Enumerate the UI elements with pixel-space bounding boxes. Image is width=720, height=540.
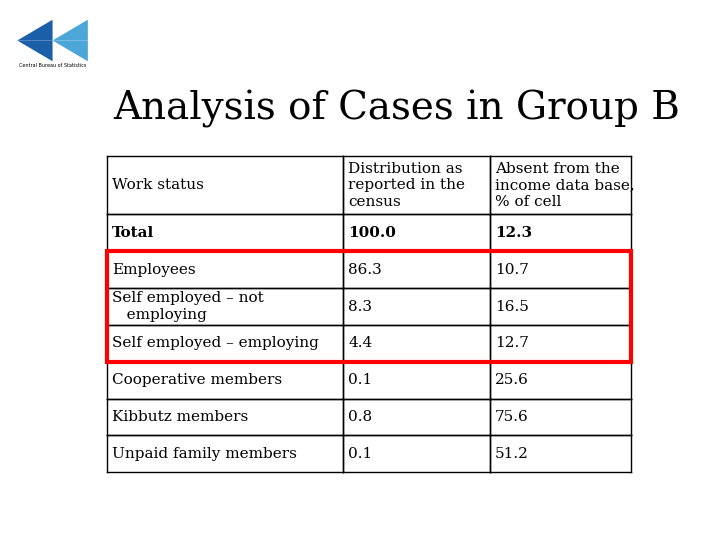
Text: 0.1: 0.1 xyxy=(348,373,373,387)
Text: Unpaid family members: Unpaid family members xyxy=(112,447,297,461)
Text: Total: Total xyxy=(112,226,155,240)
Text: Absent from the
income data base,
% of cell: Absent from the income data base, % of c… xyxy=(495,162,635,208)
Text: Cooperative members: Cooperative members xyxy=(112,373,282,387)
Text: 51.2: 51.2 xyxy=(495,447,529,461)
Text: 16.5: 16.5 xyxy=(495,300,529,314)
Polygon shape xyxy=(53,40,88,61)
Text: 0.1: 0.1 xyxy=(348,447,373,461)
Text: Self employed – not
   employing: Self employed – not employing xyxy=(112,292,264,322)
Text: Analysis of Cases in Group B: Analysis of Cases in Group B xyxy=(114,90,680,128)
Text: 75.6: 75.6 xyxy=(495,410,529,424)
Text: Central Bureau of Statistics: Central Bureau of Statistics xyxy=(19,63,86,68)
Text: Employees: Employees xyxy=(112,263,196,276)
Text: 8.3: 8.3 xyxy=(348,300,372,314)
Text: Kibbutz members: Kibbutz members xyxy=(112,410,248,424)
Text: Work status: Work status xyxy=(112,178,204,192)
Text: 12.7: 12.7 xyxy=(495,336,529,350)
Text: Self employed – employing: Self employed – employing xyxy=(112,336,319,350)
Polygon shape xyxy=(53,19,88,40)
Text: 25.6: 25.6 xyxy=(495,373,529,387)
Text: 12.3: 12.3 xyxy=(495,226,532,240)
Text: 0.8: 0.8 xyxy=(348,410,372,424)
Text: 100.0: 100.0 xyxy=(348,226,396,240)
Text: 4.4: 4.4 xyxy=(348,336,373,350)
Text: Distribution as
reported in the
census: Distribution as reported in the census xyxy=(348,162,465,208)
Polygon shape xyxy=(17,19,53,40)
Polygon shape xyxy=(17,40,53,61)
Text: 86.3: 86.3 xyxy=(348,263,382,276)
Text: 10.7: 10.7 xyxy=(495,263,529,276)
